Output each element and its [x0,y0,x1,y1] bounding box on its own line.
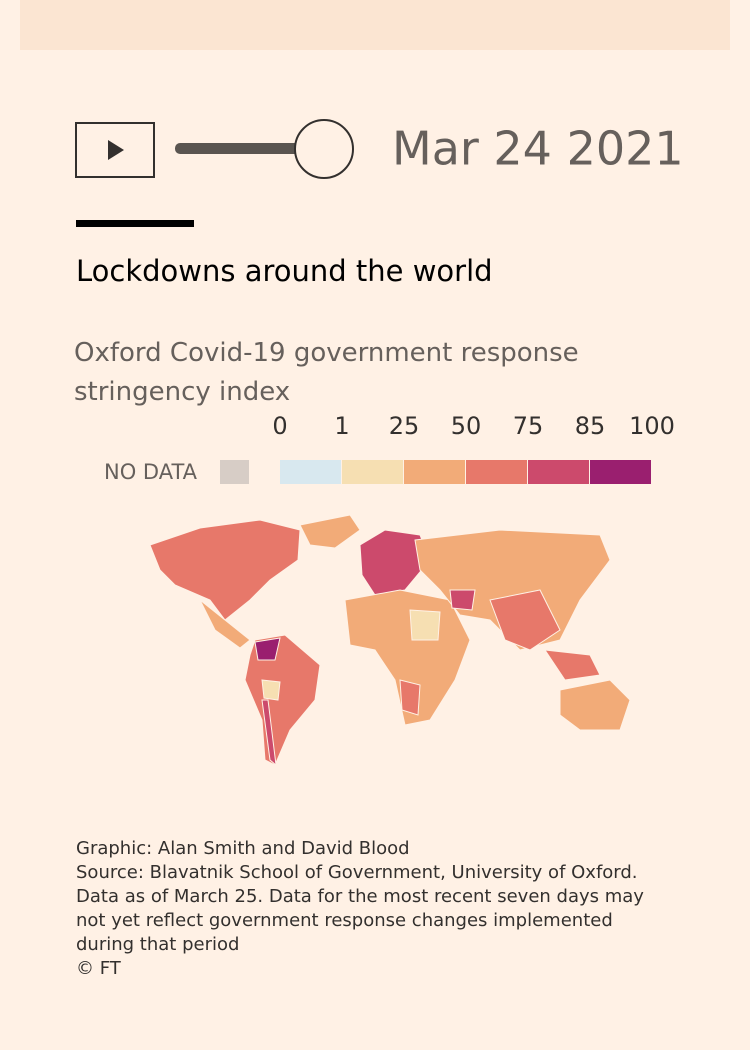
footer-line: during that period [76,934,239,955]
footer-line: not yet reflect government response chan… [76,910,613,931]
legend-tick: 25 [389,412,420,440]
title: Lockdowns around the world [76,254,493,288]
asia [414,529,611,651]
legend-tick: 85 [575,412,606,440]
footer-line: Data as of March 25. Data for the most r… [76,886,644,907]
north-america [149,519,301,621]
greenland [299,514,361,549]
legend-swatch [280,460,341,484]
slider-track[interactable] [175,143,305,154]
legend-swatch [342,460,403,484]
slider-thumb[interactable] [294,119,354,179]
footer-line: Source: Blavatnik School of Government, … [76,862,638,883]
central-america [199,599,251,649]
no-data-swatch [220,460,249,484]
europe [359,529,431,596]
world-map [149,514,631,767]
legend-tick: 50 [451,412,482,440]
legend-swatch [590,460,651,484]
legend-swatch [528,460,589,484]
legend-tick: 1 [334,412,349,440]
iran [449,589,476,611]
no-data-label: NO DATA [104,460,198,484]
legend-swatch [466,460,527,484]
chile [261,699,277,767]
date-label: Mar 24 2021 [392,122,684,176]
southeast-asia [543,649,601,681]
australia [559,679,631,731]
play-button[interactable] [75,122,155,178]
subtitle: Oxford Covid-19 government response stri… [74,338,579,407]
legend-tick: 100 [629,412,675,440]
footer: Graphic: Alan Smith and David Blood Sourc… [76,838,644,979]
title-rule [76,220,194,227]
venezuela [254,637,281,661]
subtitle-box: Oxford Covid-19 government response stri… [74,338,579,407]
top-band [20,0,730,50]
chad-sudan [409,609,441,641]
south-asia [489,589,561,651]
legend: 0 1 25 50 75 85 100 [272,412,675,484]
south-america [244,634,321,766]
legend-swatch [404,460,465,484]
footer-line: Graphic: Alan Smith and David Blood [76,838,410,859]
legend-tick: 75 [513,412,544,440]
legend-tick: 0 [272,412,287,440]
play-icon [108,140,124,160]
southern-africa [399,679,421,716]
footer-line: © FT [76,958,122,979]
bolivia [261,679,281,701]
